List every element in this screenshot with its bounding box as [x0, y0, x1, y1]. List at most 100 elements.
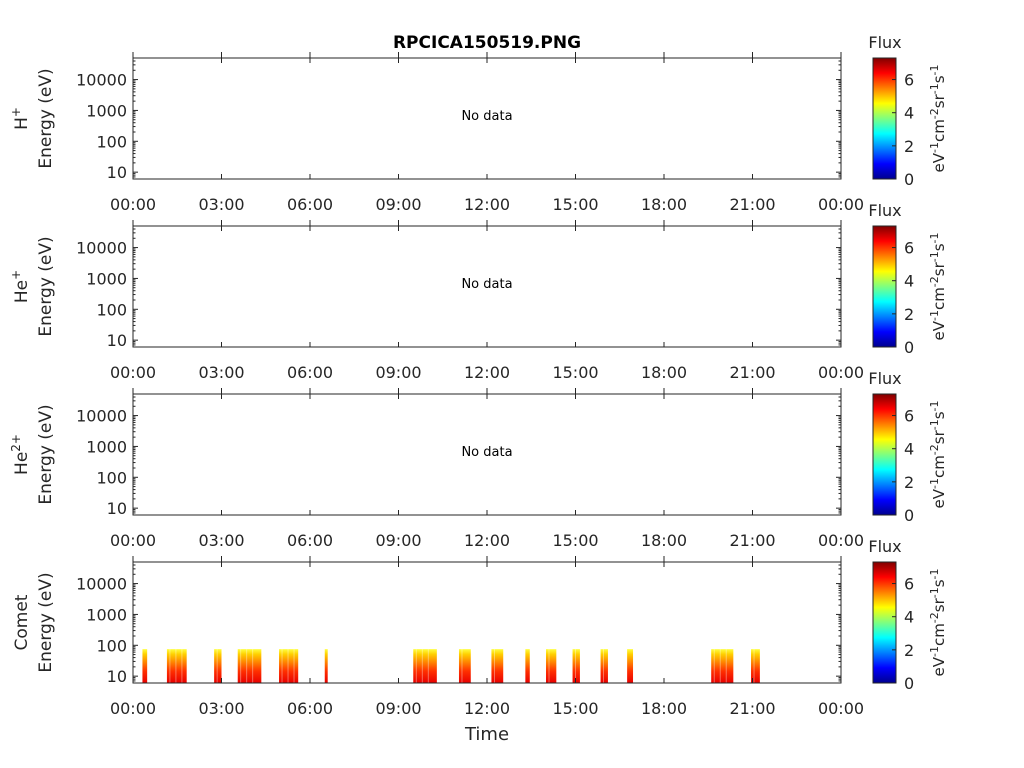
x-tick-label: 15:00 — [552, 195, 598, 214]
x-tick-label: 00:00 — [110, 699, 156, 718]
x-tick-label: 09:00 — [375, 531, 421, 550]
x-tick-label: 12:00 — [464, 363, 510, 382]
unit-part: -1 — [928, 232, 941, 243]
colorbar-unit-label: eV-1cm-2sr-1s-1 — [928, 568, 948, 676]
x-tick-label: 00:00 — [818, 195, 864, 214]
species-label: He2+ — [9, 434, 32, 475]
colorbar-title: Flux — [868, 33, 901, 52]
y-tick-label: 10 — [107, 499, 127, 518]
unit-part: -1 — [928, 587, 941, 598]
unit-part: -1 — [928, 568, 941, 579]
unit-part: -1 — [928, 419, 941, 430]
unit-part: cm — [930, 119, 948, 142]
colorbar-tick-label: 2 — [904, 137, 914, 156]
data-burst — [600, 649, 608, 683]
y-tick-label: 1000 — [86, 101, 127, 120]
x-tick-label: 00:00 — [818, 363, 864, 382]
y-tick-label: 10000 — [76, 407, 127, 426]
data-burst — [711, 649, 734, 683]
x-tick-label: 00:00 — [818, 531, 864, 550]
x-tick-label: 00:00 — [110, 363, 156, 382]
unit-part: -1 — [928, 251, 941, 262]
unit-part: -1 — [928, 83, 941, 94]
x-tick-label: 15:00 — [552, 531, 598, 550]
species-charge: 2+ — [9, 434, 23, 452]
colorbar-tick-label: 4 — [904, 104, 914, 123]
x-tick-label: 00:00 — [110, 531, 156, 550]
x-tick-label: 18:00 — [641, 699, 687, 718]
x-tick-label: 21:00 — [729, 195, 775, 214]
x-tick-label: 18:00 — [641, 363, 687, 382]
unit-part: -2 — [928, 612, 941, 623]
x-ticks — [132, 220, 842, 347]
colorbar-tick-label: 0 — [904, 170, 914, 189]
y-minor-ticks — [133, 393, 841, 516]
unit-part: eV — [930, 488, 948, 508]
chart-title: RPCICA150519.PNG — [393, 33, 581, 53]
unit-part: -1 — [928, 142, 941, 153]
x-tick-label: 03:00 — [198, 531, 244, 550]
y-tick-label: 100 — [96, 300, 127, 319]
colorbar-tick-label: 2 — [904, 641, 914, 660]
x-tick-label: 21:00 — [729, 699, 775, 718]
species-label: Comet — [12, 594, 32, 650]
unit-part: -2 — [928, 444, 941, 455]
data-burst — [546, 649, 557, 683]
x-tick-label: 06:00 — [287, 531, 333, 550]
data-burst — [627, 649, 634, 683]
x-tick-label: 21:00 — [729, 363, 775, 382]
x-tick-label: 06:00 — [287, 699, 333, 718]
colorbar — [872, 57, 897, 180]
no-data-note: No data — [461, 109, 512, 124]
colorbar-tick-label: 6 — [904, 575, 914, 594]
x-tick-label: 12:00 — [464, 531, 510, 550]
colorbar-tick-label: 6 — [904, 71, 914, 90]
unit-part: s — [930, 75, 948, 83]
x-tick-label: 00:00 — [110, 195, 156, 214]
panel-4: 10 100 1000 10000 00:00 03:00 06:00 09:00 12:00 1… — [12, 537, 948, 718]
x-tick-label: 09:00 — [375, 699, 421, 718]
y-tick-label: 100 — [96, 468, 127, 487]
data-burst — [166, 649, 187, 683]
energy-axis-label: Energy (eV) — [36, 572, 56, 672]
x-tick-label: 18:00 — [641, 195, 687, 214]
y-tick-label: 10000 — [76, 575, 127, 594]
unit-part: -1 — [928, 478, 941, 489]
x-tick-label: 09:00 — [375, 195, 421, 214]
y-tick-label: 10 — [107, 163, 127, 182]
energy-axis-label: Energy (eV) — [36, 236, 56, 336]
y-tick-label: 100 — [96, 132, 127, 151]
x-tick-label: 06:00 — [287, 363, 333, 382]
species-name: He — [12, 280, 32, 303]
x-tick-label: 03:00 — [198, 195, 244, 214]
energy-axis-label: Energy (eV) — [36, 404, 56, 504]
unit-part: s — [930, 579, 948, 587]
y-minor-ticks — [133, 57, 841, 180]
colorbar-title: Flux — [868, 537, 901, 556]
unit-part: cm — [930, 287, 948, 310]
data-burst — [751, 649, 760, 683]
unit-part: cm — [930, 455, 948, 478]
panel-3: 10 100 1000 10000 00:00 03:00 06:00 09:00 12:00 1… — [9, 369, 948, 550]
colorbar-unit-label: eV-1cm-2sr-1s-1 — [928, 64, 948, 172]
colorbar — [872, 561, 897, 684]
x-ticks — [132, 52, 842, 179]
unit-part: s — [930, 243, 948, 251]
unit-part: -2 — [928, 108, 941, 119]
x-ticks — [132, 556, 842, 683]
colorbar-tick-label: 0 — [904, 338, 914, 357]
unit-part: eV — [930, 152, 948, 172]
y-tick-label: 10000 — [76, 71, 127, 90]
y-tick-label: 1000 — [86, 269, 127, 288]
x-tick-label: 18:00 — [641, 531, 687, 550]
unit-part: sr — [930, 429, 948, 444]
x-tick-label: 15:00 — [552, 363, 598, 382]
y-tick-label: 10 — [107, 331, 127, 350]
colorbar-tick-label: 4 — [904, 440, 914, 459]
energy-axis-label: Energy (eV) — [36, 68, 56, 168]
no-data-note: No data — [461, 445, 512, 460]
colorbar-title: Flux — [868, 201, 901, 220]
y-tick-label: 10000 — [76, 239, 127, 258]
unit-part: sr — [930, 597, 948, 612]
x-tick-label: 03:00 — [198, 363, 244, 382]
